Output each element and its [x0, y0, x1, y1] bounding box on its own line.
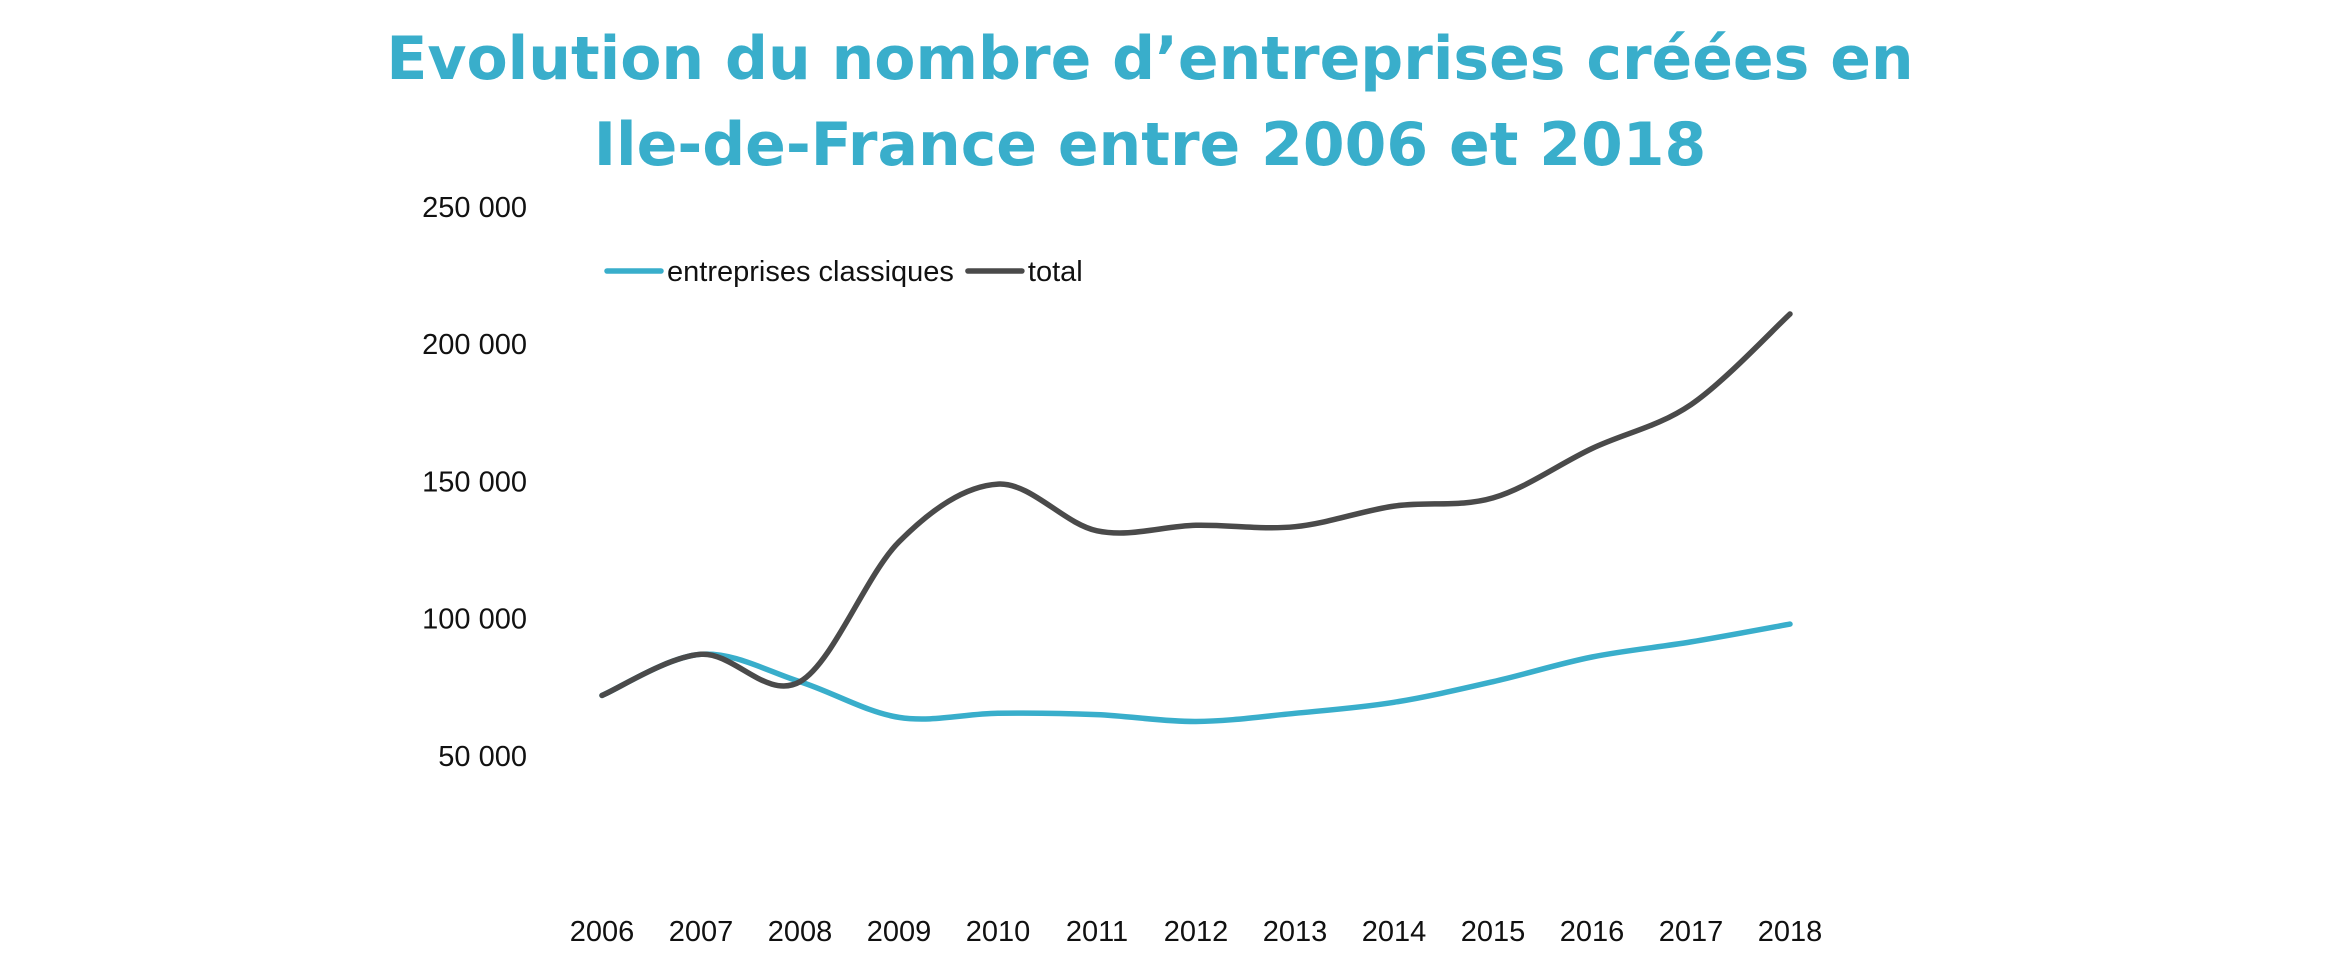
legend: entreprises classiques total [604, 256, 1083, 288]
legend-label: entreprises classiques [667, 256, 954, 288]
y-tick-label: 50 000 [438, 741, 527, 773]
x-tick-label: 2011 [1066, 916, 1128, 948]
y-tick-label: 100 000 [422, 604, 527, 636]
x-tick-label: 2017 [1659, 916, 1724, 948]
y-tick-label: 200 000 [422, 329, 527, 361]
x-axis: 2006 2007 2008 2009 2010 2011 2012 2013 2014 2015… [570, 916, 1823, 948]
x-tick-label: 2009 [867, 916, 932, 948]
x-tick-label: 2006 [570, 916, 635, 948]
chart-title: Evolution du nombre d’entreprises créées… [0, 16, 2300, 188]
series-line-entreprises-classiques [599, 621, 1793, 725]
y-tick-label: 250 000 [422, 192, 527, 224]
y-tick-label: 150 000 [422, 466, 527, 498]
x-tick-label: 2008 [768, 916, 833, 948]
x-tick-label: 2016 [1560, 916, 1625, 948]
series-layer [599, 311, 1793, 725]
legend-label: total [1028, 256, 1083, 288]
y-axis: 50 000 100 000 150 000 200 000 250 000 [422, 192, 527, 773]
x-tick-label: 2015 [1461, 916, 1526, 948]
x-tick-label: 2007 [669, 916, 734, 948]
x-tick-label: 2012 [1164, 916, 1229, 948]
x-tick-label: 2014 [1362, 916, 1427, 948]
chart-title-line-2: Ile-de-France entre 2006 et 2018 [593, 110, 1707, 180]
x-tick-label: 2018 [1758, 916, 1823, 948]
series-line-total [599, 311, 1793, 699]
x-tick-label: 2013 [1263, 916, 1328, 948]
x-tick-label: 2010 [966, 916, 1031, 948]
chart-title-line-1: Evolution du nombre d’entreprises créées… [386, 24, 1914, 94]
